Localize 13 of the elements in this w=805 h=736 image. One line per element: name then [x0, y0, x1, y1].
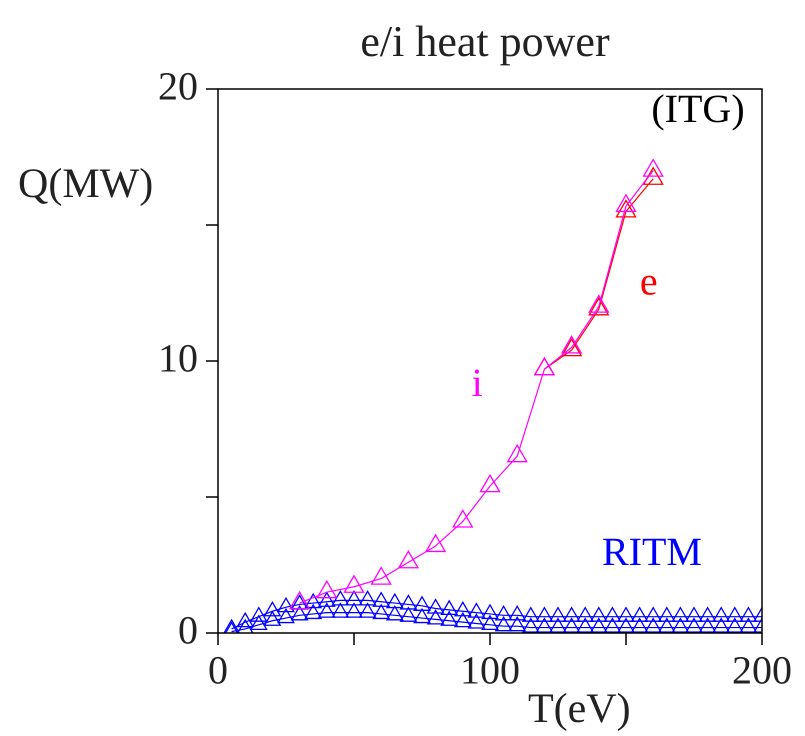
x-tick-label: 0 — [208, 648, 228, 692]
series-label: i — [472, 360, 483, 406]
x-tick-label: 100 — [460, 648, 520, 692]
y-tick-label: 0 — [178, 608, 198, 652]
chart-title: e/i heat power — [360, 17, 610, 66]
series-label: e — [640, 258, 658, 304]
y-axis-title: Q(MW) — [18, 161, 154, 207]
y-tick-label: 10 — [158, 336, 198, 380]
annotation: RITM — [602, 529, 702, 574]
annotation: (ITG) — [651, 86, 745, 131]
x-axis-title: T(eV) — [528, 686, 631, 732]
y-tick-label: 20 — [158, 64, 198, 108]
x-tick-label: 200 — [732, 648, 792, 692]
